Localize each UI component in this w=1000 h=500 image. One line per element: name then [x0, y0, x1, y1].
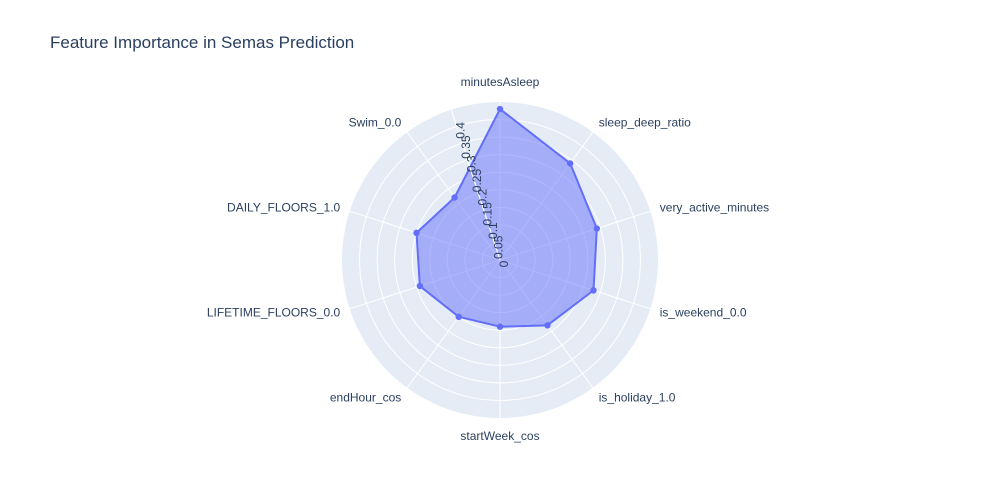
radial-tick-label: 0.25 [470, 169, 484, 193]
category-label: DAILY_FLOORS_1.0 [227, 200, 340, 214]
category-label: sleep_deep_ratio [599, 115, 691, 129]
radial-tick-label: 0 [497, 260, 511, 267]
radial-tick-label: 0.1 [486, 222, 500, 239]
chart-title: Feature Importance in Semas Prediction [50, 33, 355, 52]
data-point [416, 282, 424, 290]
radial-tick-label: 0.3 [464, 155, 478, 172]
radial-axis-line [450, 109, 501, 261]
data-point [593, 225, 601, 232]
category-label: is_holiday_1.0 [599, 391, 676, 405]
radial-tick-label: 0.35 [459, 135, 473, 159]
data-point [544, 322, 551, 329]
data-point [566, 160, 574, 167]
radial-tick-label: 0.05 [492, 235, 506, 259]
radial-tick-label: 0.15 [481, 202, 495, 226]
data-point [496, 323, 504, 330]
data-point [496, 105, 504, 113]
data-point [451, 194, 458, 201]
category-label: Swim_0.0 [349, 115, 402, 129]
data-point [455, 313, 462, 321]
category-label: LIFETIME_FLOORS_0.0 [207, 306, 341, 320]
radial-tick-label: 0.4 [454, 122, 468, 139]
radial-tick-label: 0.2 [475, 189, 489, 206]
category-label: endHour_cos [330, 391, 401, 405]
category-label: minutesAsleep [461, 75, 540, 89]
data-point [413, 229, 420, 237]
category-label: very_active_minutes [660, 200, 769, 214]
data-point [590, 287, 597, 294]
category-label: is_weekend_0.0 [660, 306, 747, 320]
category-label: startWeek_cos [460, 429, 539, 443]
